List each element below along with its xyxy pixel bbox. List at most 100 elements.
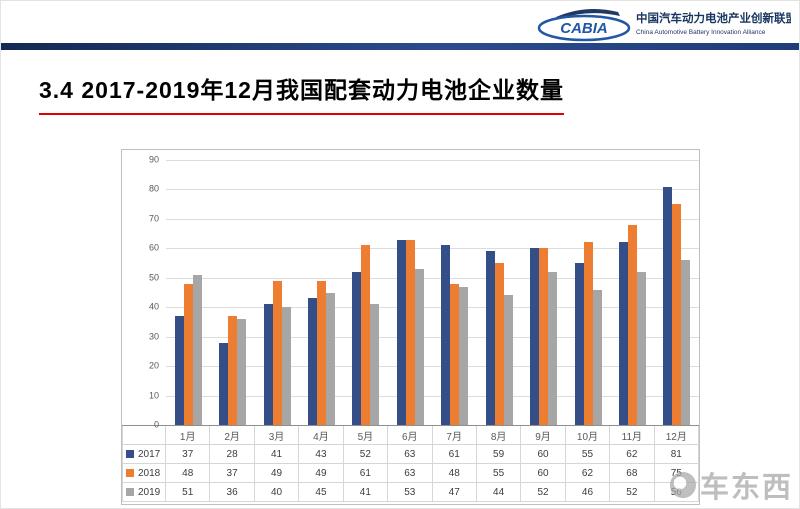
bar-2017-2月 — [219, 342, 229, 425]
y-axis-label: 30 — [148, 331, 159, 342]
gridline — [166, 189, 699, 191]
x-axis-label: 12月 — [654, 426, 699, 445]
gridline — [166, 366, 699, 368]
bar-2019-10月 — [592, 289, 602, 425]
bar-2017-10月 — [574, 263, 584, 425]
legend-swatch-2017 — [126, 450, 134, 458]
logo-acronym: CABIA — [560, 20, 608, 37]
series-name: 2017 — [138, 448, 161, 460]
bar-2017-8月 — [485, 251, 495, 425]
bar-2019-9月 — [548, 271, 558, 425]
table-value-2019-6月: 53 — [388, 483, 433, 502]
table-value-2017-5月: 52 — [343, 445, 389, 464]
table-value-2017-4月: 43 — [299, 445, 344, 464]
bar-2017-4月 — [307, 298, 317, 425]
x-axis-label: 10月 — [565, 426, 611, 445]
bar-group-12月 — [655, 160, 699, 425]
bar-2018-8月 — [494, 263, 504, 425]
table-value-2018-11月: 68 — [610, 464, 655, 483]
y-axis-label: 10 — [148, 390, 159, 401]
legend-item-2018: 2018 — [122, 464, 166, 483]
logo-ellipse — [537, 14, 631, 42]
table-value-2017-1月: 37 — [166, 445, 211, 464]
bar-2018-7月 — [450, 283, 460, 425]
y-axis-label: 50 — [148, 272, 159, 283]
table-value-2018-9月: 60 — [521, 464, 566, 483]
legend-swatch-2019 — [126, 488, 134, 496]
bar-chart: 0 10 20 30 40 50 60 70 80 90 1月 2月 3月 4月 5月 6月 7月 8月 9月 10… — [121, 149, 700, 505]
bar-group-11月 — [610, 160, 654, 425]
table-value-2019-11月: 52 — [610, 483, 655, 502]
bar-group-1月 — [166, 160, 210, 425]
plot-area — [166, 160, 699, 425]
bar-2018-1月 — [183, 283, 193, 425]
x-axis-label: 6月 — [388, 426, 433, 445]
table-value-2019-1月: 51 — [166, 483, 211, 502]
gridline — [166, 307, 699, 309]
x-axis-label: 5月 — [343, 426, 389, 445]
bar-2017-9月 — [530, 248, 540, 425]
plot-row: 0 10 20 30 40 50 60 70 80 90 — [122, 155, 699, 429]
bar-group-7月 — [433, 160, 477, 425]
page-title: 3.4 2017-2019年12月我国配套动力电池企业数量 — [39, 71, 564, 115]
bar-2018-10月 — [583, 242, 593, 425]
table-value-2018-6月: 63 — [388, 464, 433, 483]
bar-2019-2月 — [237, 319, 247, 425]
table-value-2018-1月: 48 — [166, 464, 211, 483]
bar-group-6月 — [388, 160, 432, 425]
car-silhouette-icon — [556, 8, 620, 19]
cabia-logo: CABIA 中国汽车动力电池产业创新联盟 China Automotive Ba… — [537, 8, 791, 42]
table-value-2017-8月: 59 — [476, 445, 522, 464]
data-table: 1月 2月 3月 4月 5月 6月 7月 8月 9月 10月 11月 12月 2017 37 28 41 43 5… — [122, 425, 699, 502]
table-value-2019-5月: 41 — [343, 483, 389, 502]
table-value-2017-9月: 60 — [521, 445, 566, 464]
bar-2017-11月 — [618, 242, 628, 425]
series-name: 2019 — [138, 486, 161, 498]
x-axis-label: 4月 — [299, 426, 344, 445]
bar-2018-2月 — [228, 316, 238, 425]
table-value-2017-3月: 41 — [254, 445, 300, 464]
bar-2018-4月 — [316, 280, 326, 425]
bar-2019-8月 — [503, 295, 513, 425]
y-axis-label: 80 — [148, 183, 159, 194]
gridline — [166, 248, 699, 250]
x-axis-label: 1月 — [166, 426, 211, 445]
header: CABIA 中国汽车动力电池产业创新联盟 China Automotive Ba… — [1, 1, 799, 43]
bar-group-9月 — [521, 160, 565, 425]
bar-2019-7月 — [459, 286, 469, 425]
x-axis-label: 3月 — [254, 426, 300, 445]
bar-2018-5月 — [361, 245, 371, 425]
bar-2018-11月 — [627, 224, 637, 425]
bar-2017-12月 — [663, 186, 673, 425]
table-value-2018-8月: 55 — [476, 464, 522, 483]
x-axis-label: 7月 — [432, 426, 477, 445]
y-axis-label: 40 — [148, 301, 159, 312]
watermark-text: 车东西 — [699, 472, 793, 504]
org-name-en: China Automotive Battery Innovation Alli… — [636, 29, 766, 36]
table-corner — [122, 426, 166, 445]
bar-2017-1月 — [174, 316, 184, 425]
watermark-logo-icon — [669, 472, 696, 498]
bar-2019-12月 — [681, 260, 691, 425]
bar-2017-6月 — [396, 239, 406, 425]
x-axis-label: 9月 — [521, 426, 566, 445]
bar-2018-3月 — [272, 280, 282, 425]
bar-2019-11月 — [636, 271, 646, 425]
table-value-2017-11月: 62 — [610, 445, 655, 464]
x-axis-label: 11月 — [610, 426, 655, 445]
y-axis-label: 60 — [148, 242, 159, 253]
series-name: 2018 — [138, 467, 161, 479]
table-value-2019-9月: 52 — [521, 483, 566, 502]
y-axis-label: 90 — [148, 154, 159, 165]
y-axis-label: 70 — [148, 213, 159, 224]
watermark: 车东西 — [669, 464, 793, 506]
table-value-2017-12月: 81 — [654, 445, 699, 464]
bar-2017-7月 — [441, 245, 451, 425]
gridline — [166, 277, 699, 279]
bar-2019-1月 — [192, 274, 202, 425]
table-value-2018-3月: 49 — [254, 464, 300, 483]
table-value-2018-4月: 49 — [299, 464, 344, 483]
bar-2019-5月 — [370, 304, 380, 425]
bar-group-5月 — [344, 160, 388, 425]
bar-2018-9月 — [539, 248, 549, 425]
